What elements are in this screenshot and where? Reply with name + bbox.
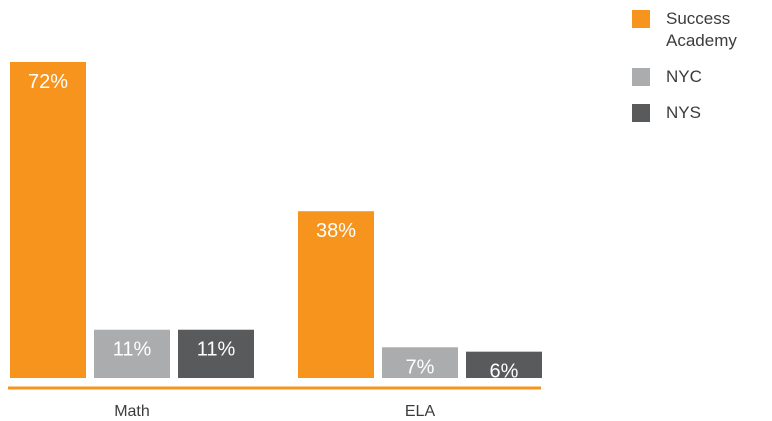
legend-swatch-nyc (632, 68, 650, 86)
legend-label-success-academy: Success Academy (666, 9, 737, 50)
value-label-ela-success-academy: 38% (316, 220, 356, 242)
bar-ela-nyc (382, 347, 458, 378)
value-label-ela-nys: 6% (490, 361, 519, 383)
legend-label-nyc: NYC (666, 67, 702, 86)
value-label-math-nyc: 11% (113, 339, 152, 361)
bar-math-success-academy (10, 62, 86, 378)
legend-item-success-academy: Success Academy (632, 8, 772, 52)
bar-math-nys (178, 329, 254, 378)
value-label-math-nys: 11% (197, 339, 236, 361)
legend: Success Academy NYC NYS (632, 8, 772, 138)
legend-item-nys: NYS (632, 102, 772, 124)
category-label-math: Math (114, 403, 150, 420)
legend-item-nyc: NYC (632, 66, 772, 88)
legend-label-nys: NYS (666, 103, 701, 122)
category-labels-group: Math ELA (114, 403, 435, 420)
value-label-math-success-academy: 72% (28, 71, 68, 93)
legend-swatch-success-academy (632, 10, 650, 28)
bar-math-nyc (94, 329, 170, 378)
category-label-ela: ELA (405, 403, 436, 420)
value-label-ela-nyc: 7% (406, 356, 435, 378)
value-labels-group: 72% 11% 11% 38% 7% 6% (28, 71, 519, 383)
bar-ela-nys (466, 351, 542, 378)
bar-ela-success-academy (298, 211, 374, 378)
bars-group (10, 62, 542, 378)
legend-swatch-nys (632, 104, 650, 122)
